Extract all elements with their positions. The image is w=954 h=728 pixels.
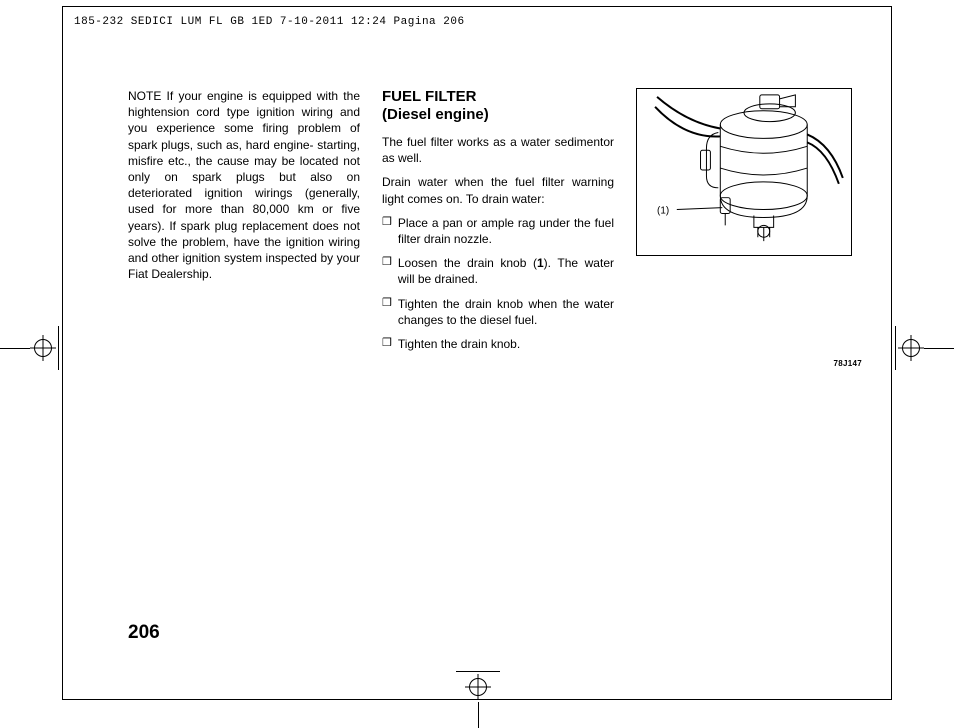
bullet-icon: ❒ xyxy=(382,336,392,352)
list-item-text: Place a pan or ample rag under the fuel … xyxy=(398,215,614,247)
note-paragraph: NOTE If your engine is equipped with the… xyxy=(128,88,360,282)
section-heading: FUEL FILTER (Diesel engine) xyxy=(382,88,614,124)
list-item: ❒ Loosen the drain knob (1). The water w… xyxy=(382,255,614,287)
fuel-filter-diagram-icon: (1) xyxy=(637,89,851,255)
heading-line-1: FUEL FILTER xyxy=(382,88,476,105)
fuel-filter-figure: (1) xyxy=(636,88,852,256)
content-area: NOTE If your engine is equipped with the… xyxy=(128,88,874,360)
column-1: NOTE If your engine is equipped with the… xyxy=(128,88,360,360)
bullet-icon: ❒ xyxy=(382,255,392,287)
figure-callout-label: (1) xyxy=(657,206,669,217)
figure-code: 78J147 xyxy=(834,359,863,370)
column-2: FUEL FILTER (Diesel engine) The fuel fil… xyxy=(382,88,614,360)
bullet-icon: ❒ xyxy=(382,215,392,247)
instruction-list: ❒ Place a pan or ample rag under the fue… xyxy=(382,215,614,352)
intro-paragraph-2: Drain water when the fuel filter warning… xyxy=(382,174,614,206)
page-number: 206 xyxy=(128,622,160,644)
list-item-text: Tighten the drain knob when the water ch… xyxy=(398,296,614,328)
heading-line-2: (Diesel engine) xyxy=(382,106,489,123)
print-header: 185-232 SEDICI LUM FL GB 1ED 7-10-2011 1… xyxy=(74,16,465,28)
list-item: ❒ Tighten the drain knob when the water … xyxy=(382,296,614,328)
list-item-text: Tighten the drain knob. xyxy=(398,336,614,352)
list-item: ❒ Tighten the drain knob. xyxy=(382,336,614,352)
list-item-text: Loosen the drain knob (1). The water wil… xyxy=(398,255,614,287)
list-item: ❒ Place a pan or ample rag under the fue… xyxy=(382,215,614,247)
column-3: (1) 78J147 xyxy=(636,88,864,360)
intro-paragraph-1: The fuel filter works as a water sedimen… xyxy=(382,134,614,166)
bullet-icon: ❒ xyxy=(382,296,392,328)
